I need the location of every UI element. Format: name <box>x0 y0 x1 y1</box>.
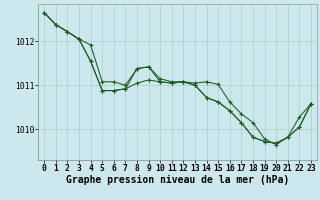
X-axis label: Graphe pression niveau de la mer (hPa): Graphe pression niveau de la mer (hPa) <box>66 175 289 185</box>
